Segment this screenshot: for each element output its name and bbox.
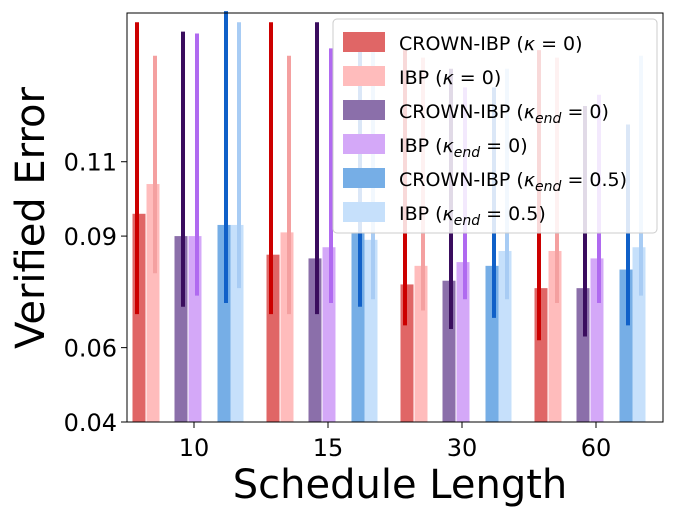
x-tick-label: 60 <box>581 434 612 462</box>
legend-swatch <box>343 66 385 86</box>
plot-frame <box>126 12 664 423</box>
legend-box <box>332 18 658 234</box>
legend-swatch <box>343 134 385 154</box>
y-tick-label: 0.11 <box>64 149 117 177</box>
x-tick-label: 30 <box>447 434 478 462</box>
x-tick-label: 10 <box>179 434 210 462</box>
y-axis: 0.04 0.06 0.09 0.11 <box>64 149 127 437</box>
x-axis: 10 15 30 60 <box>179 422 612 462</box>
legend-swatch <box>343 168 385 188</box>
legend-swatch <box>343 202 385 222</box>
y-tick-label: 0.04 <box>64 409 117 437</box>
x-tick-label: 15 <box>313 434 344 462</box>
y-tick-label: 0.06 <box>64 335 117 363</box>
legend-swatch <box>343 32 385 52</box>
y-tick-label: 0.09 <box>64 223 117 251</box>
y-axis-title: Verified Error <box>8 87 54 349</box>
legend-label: CROWN-IBP (κend = 0) <box>399 101 609 127</box>
legend: CROWN-IBP (κ = 0) IBP (κ = 0) CROWN-IBP (κ… <box>332 18 658 234</box>
legend-label: IBP (κend = 0) <box>399 135 528 161</box>
legend-swatch <box>343 100 385 120</box>
legend-label: CROWN-IBP (κend = 0.5) <box>399 169 627 195</box>
legend-label: IBP (κ = 0) <box>399 67 501 89</box>
legend-label: CROWN-IBP (κ = 0) <box>399 33 583 55</box>
x-axis-title: Schedule Length <box>233 462 568 508</box>
bar-4-30 <box>456 262 470 422</box>
legend-label: IBP (κend = 0.5) <box>399 203 546 229</box>
